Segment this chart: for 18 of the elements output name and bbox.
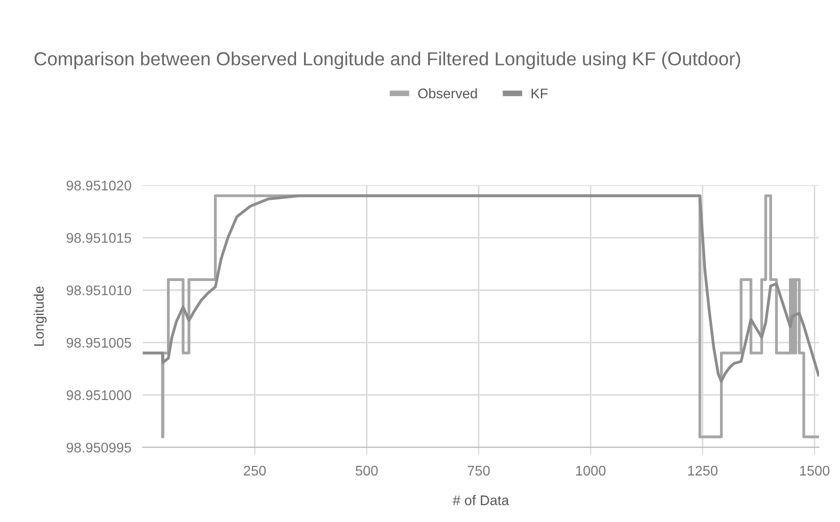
y-tick-label: 98.950995 (66, 442, 132, 453)
x-tick-label: 750 (468, 466, 490, 476)
y-tick-label: 98.951015 (66, 233, 132, 243)
y-tick-label: 98.951000 (66, 390, 132, 400)
legend-label: KF (532, 88, 548, 98)
legend-label: Observed (418, 88, 477, 98)
x-tick-label: 500 (356, 466, 378, 476)
y-tick-label: 98.951020 (66, 180, 132, 190)
x-tick-label: 1250 (688, 466, 718, 476)
y-tick-label: 98.951010 (66, 285, 132, 296)
x-tick-label: 1500 (800, 466, 830, 476)
line-series (142, 194, 819, 383)
chart-title: Comparison between Observed Longitude and Filtered Longitude using KF (Outdoor) (34, 52, 740, 70)
x-tick-label: 1000 (576, 466, 606, 476)
x-axis-title: # of Data (452, 495, 510, 506)
x-tick-label: 250 (244, 466, 266, 476)
y-axis-title: Longitude (34, 286, 47, 346)
y-tick-label: 98.951005 (66, 338, 132, 348)
